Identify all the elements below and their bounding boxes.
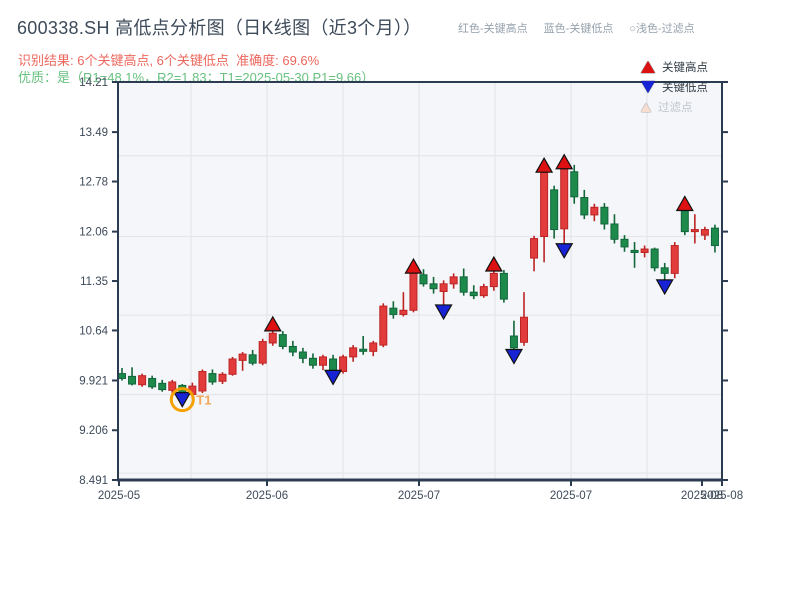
candle: [308, 353, 317, 369]
note-key-low: 蓝色-关键低点: [543, 23, 614, 35]
key-high-marker: [404, 257, 423, 274]
gridlines: [119, 83, 721, 479]
triangle-up-icon: [641, 61, 655, 73]
candle: [690, 214, 699, 244]
candle: [620, 235, 629, 252]
recognition-result-text: 识别结果: 6个关键高点, 6个关键低点 准确度: 69.6%: [18, 53, 320, 68]
candle: [128, 367, 137, 386]
candle: [168, 379, 177, 395]
y-tick-label: 10.64: [79, 325, 108, 337]
candle: [520, 292, 528, 346]
legend-item-filtered: 过滤点: [641, 99, 708, 115]
candle: [499, 269, 508, 303]
y-tick-label: 9.206: [79, 425, 108, 437]
note-key-high: 红色-关键高点: [458, 23, 528, 35]
legend-label: 关键高点: [662, 62, 708, 74]
candle: [640, 245, 649, 258]
axes: 14.21 13.49 12.78 12.06 11.35 10.64 9.921 9.206…: [79, 77, 743, 502]
x-tick-label: 2025-05: [98, 490, 140, 502]
candle: [600, 203, 609, 230]
legend-item-key-high: 关键高点: [641, 59, 708, 75]
t1-ring: [169, 387, 195, 413]
key-high-marker: [535, 156, 554, 173]
candle: [258, 338, 267, 366]
key-low-marker: [173, 392, 192, 408]
candle: [298, 347, 307, 364]
candle: [409, 267, 418, 313]
candle: [158, 379, 167, 392]
y-tick-label: 8.491: [79, 475, 108, 487]
candle: [469, 285, 478, 300]
y-tick-label: 13.49: [79, 127, 108, 139]
candle: [339, 354, 348, 374]
candle: [198, 369, 207, 394]
key-low-marker: [504, 348, 523, 365]
candle: [630, 242, 639, 268]
candle: [570, 164, 579, 204]
key-low-marker: [655, 279, 674, 296]
key-low-marker: [324, 369, 343, 386]
key-high-marker: [555, 153, 574, 170]
candle: [710, 224, 719, 253]
key-low-marker: [555, 243, 574, 259]
legend-label: 过滤点: [658, 102, 693, 114]
y-tick-label: 14.21: [79, 77, 108, 89]
candle: [278, 331, 287, 350]
key-high-marker: [675, 195, 694, 212]
candle: [228, 356, 237, 376]
y-tick-label: 12.06: [79, 227, 108, 239]
candle: [288, 340, 297, 357]
candle: [650, 247, 659, 272]
candle: [399, 292, 408, 317]
candle: [610, 214, 619, 244]
x-tick-label: 2025-08: [681, 490, 723, 502]
candle: [389, 301, 398, 319]
x-tick-label: 2025-06: [246, 490, 288, 502]
candle: [530, 235, 539, 272]
key-high-marker: [263, 315, 282, 332]
candle: [218, 372, 227, 385]
candle: [700, 226, 709, 240]
key-point-markers: T1: [169, 153, 694, 413]
key-low-marker: [434, 304, 453, 321]
triangle-down-icon: [641, 81, 655, 93]
candle: [580, 189, 589, 220]
legend-item-key-low: 关键低点: [641, 79, 708, 95]
chart-legend: 关键高点 关键低点 过滤点: [641, 59, 708, 115]
candle: [138, 373, 147, 387]
candle: [359, 336, 368, 355]
color-key-notes: 红色-关键高点 蓝色-关键低点 ○浅色-过滤点: [458, 20, 695, 36]
candle: [419, 269, 428, 287]
candle: [319, 354, 327, 371]
candle: [208, 369, 217, 385]
legend-label: 关键低点: [662, 82, 708, 94]
candle: [429, 276, 438, 294]
key-high-marker: [484, 255, 503, 272]
candle: [349, 345, 358, 362]
candle: [670, 242, 679, 279]
candle: [590, 203, 599, 222]
candle: [248, 349, 257, 366]
note-filtered: ○浅色-过滤点: [629, 23, 695, 35]
candle: [550, 185, 559, 239]
candle: [379, 303, 388, 348]
candle: [449, 273, 458, 289]
t1-label: T1: [196, 393, 211, 408]
candle: [479, 283, 488, 298]
page-title: 600338.SH 高低点分析图（日K线图（近3个月））: [17, 18, 422, 38]
y-tick-label: 9.921: [79, 375, 108, 387]
candle: [369, 340, 378, 357]
candle: [148, 375, 157, 389]
x-tick-label: 2025-08: [701, 490, 743, 502]
x-tick-label: 2025-07: [398, 490, 440, 502]
candle: [238, 352, 247, 371]
y-tick-label: 11.35: [80, 276, 108, 288]
triangle-filtered-icon: [641, 102, 651, 112]
candle: [459, 268, 468, 296]
x-tick-label: 2025-07: [550, 490, 592, 502]
y-tick-label: 12.78: [79, 177, 108, 189]
